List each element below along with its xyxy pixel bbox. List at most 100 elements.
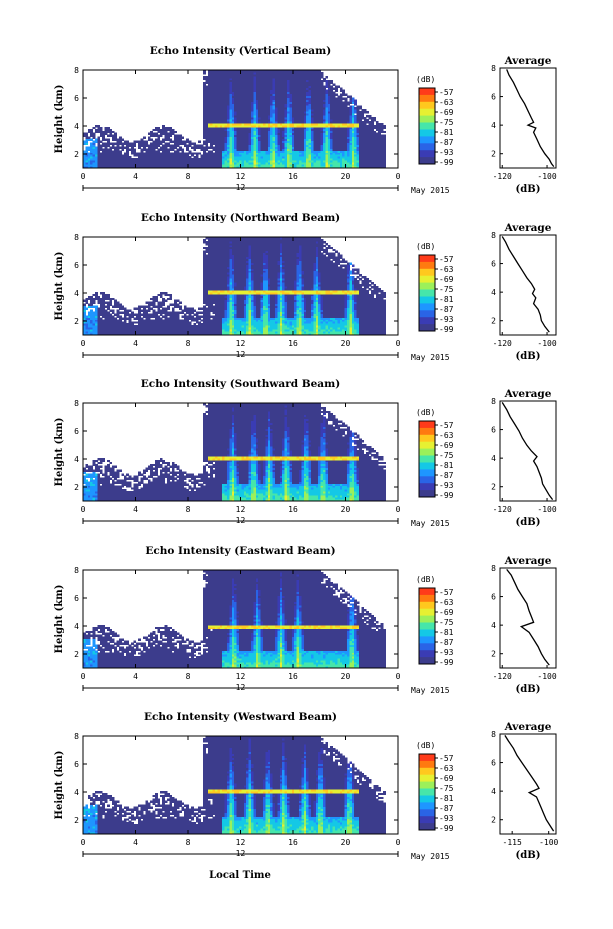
heatmap-cell [320,81,324,85]
heatmap-cell [227,162,230,165]
heatmap-cell [157,138,161,141]
heatmap-cell [183,323,187,326]
heatmap-cell [361,146,365,149]
heatmap-cell [164,128,168,132]
heatmap-cell [85,150,89,153]
heatmap-cell [354,122,357,126]
heatmap-cell [116,313,120,316]
heatmap-cell [126,154,129,157]
heatmap-cell [229,134,233,138]
heatmap-cell [164,160,168,163]
heatmap-cell [327,124,331,128]
heatmap-cell [234,130,237,134]
heatmap-cell [217,85,221,89]
heatmap-cell [320,166,324,169]
heatmap-cell [207,140,211,143]
heatmap-cell [85,158,89,161]
heatmap-cell [167,319,170,322]
heatmap-cell [315,87,319,90]
heatmap-cell [356,124,360,128]
heatmap-cell [140,313,144,316]
heatmap-cell [351,156,355,159]
heatmap-cell [159,317,163,320]
heatmap-cell [287,162,290,165]
heatmap-cell [107,323,110,326]
heatmap-cell [260,73,264,77]
heatmap-cell [104,126,108,130]
heatmap-cell [296,146,300,149]
heatmap-cell [311,115,314,118]
heatmap-cell [195,329,199,332]
heatmap-cell [143,333,146,336]
heatmap-cell [114,162,117,165]
heatmap-cell [234,138,237,141]
heatmap-cell [361,122,365,126]
heatmap-cell [246,148,249,151]
heatmap-cell [212,87,216,90]
heatmap-cell [371,117,374,120]
heatmap-cell [217,87,221,90]
heatmap-cell [251,111,254,114]
heatmap-cell [126,329,129,332]
heatmap-cell [217,91,221,94]
heatmap-cell [303,103,307,106]
heatmap-cell [210,115,213,118]
heatmap-cell [215,119,218,122]
heatmap-cell [315,70,319,73]
heatmap-cell [239,130,242,134]
heatmap-cell [251,144,254,147]
heatmap-cell [275,79,278,83]
heatmap-cell [217,136,221,139]
heatmap-cell [159,327,163,330]
heatmap-cell [231,105,235,108]
heatmap-cell [308,150,312,153]
heatmap-cell [339,130,343,134]
heatmap-cell [121,138,125,141]
heatmap-cell [267,113,271,116]
heatmap-cell [272,89,276,92]
heatmap-cell [299,105,302,108]
heatmap-cell [128,327,132,330]
heatmap-cell [159,128,163,132]
heatmap-cell [179,305,182,308]
heatmap-cell [210,107,213,110]
heatmap-cell [375,150,379,153]
heatmap-cell [167,333,170,336]
heatmap-cell [356,164,360,167]
heatmap-cell [95,323,98,326]
heatmap-cell [251,160,254,163]
heatmap-cell [188,140,192,143]
heatmap-cell [287,158,290,161]
profile-x-label: (dB) [516,184,541,195]
heatmap-cell [330,119,333,122]
heatmap-cell [251,152,254,155]
heatmap-cell [320,117,324,120]
heatmap-cell [97,138,101,141]
heatmap-cell [207,93,211,96]
heatmap-cell [95,311,98,314]
heatmap-cell [159,130,163,134]
heatmap-cell [253,154,257,157]
heatmap-cell [95,140,98,143]
heatmap-cell [167,132,170,136]
heatmap-cell [181,325,185,328]
heatmap-cell [205,284,209,287]
heatmap-cell [337,97,341,100]
heatmap-cell [140,319,144,322]
heatmap-cell [306,158,309,161]
heatmap-cell [116,311,120,314]
heatmap-cell [227,95,230,98]
heatmap-cell [325,136,329,139]
heatmap-cell [373,142,377,145]
heatmap-cell [176,313,180,316]
heatmap-cell [265,99,269,102]
heatmap-cell [306,79,309,83]
heatmap-cell [210,91,213,94]
heatmap-cell [313,142,317,145]
heatmap-cell [174,136,177,139]
heatmap-cell [301,83,305,87]
heatmap-cell [373,154,377,157]
heatmap-cell [171,148,175,151]
heatmap-cell [162,152,165,155]
heatmap-cell [356,162,360,165]
